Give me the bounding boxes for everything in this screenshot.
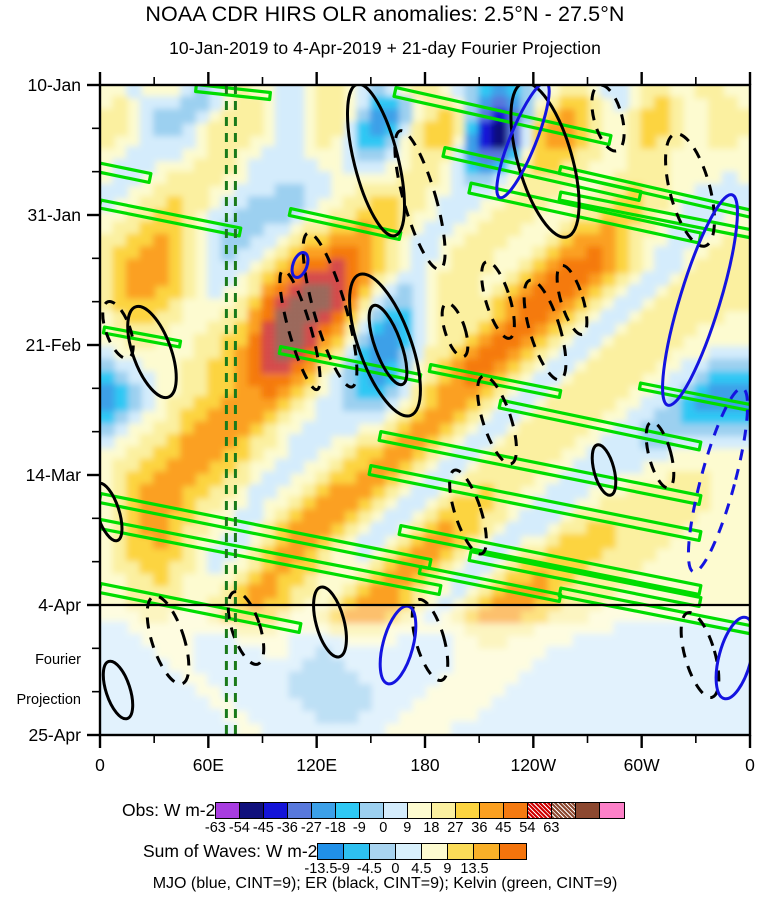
- colorbar-segment: [432, 803, 457, 818]
- colorbar-obs: Obs: W m-2: [122, 800, 626, 821]
- colorbar-obs-bar: [215, 802, 626, 819]
- colorbar-tick-label: 0: [391, 861, 400, 877]
- colorbar-segment: [408, 803, 433, 818]
- colorbar-segment: [384, 803, 409, 818]
- fourier-projection-label: Projection: [17, 692, 81, 708]
- colorbar-tick-label: -36: [276, 820, 298, 836]
- colorbar-segment: [370, 844, 397, 859]
- colorbar-segment: [264, 803, 289, 818]
- y-axis-tick-label: 4-Apr: [38, 595, 81, 615]
- olr-shading-layer: [100, 85, 750, 735]
- colorbar-segment: [360, 803, 385, 818]
- colorbar-segment: [456, 803, 481, 818]
- x-axis-tick-label: 120E: [296, 755, 337, 775]
- colorbar-tick-label: -63: [204, 820, 226, 836]
- colorbar-obs-label: Obs: W m-2: [122, 800, 216, 820]
- x-axis-tick-label: 60W: [624, 755, 660, 775]
- reference-lines: [100, 85, 750, 735]
- wave-legend-note: MJO (blue, CINT=9); ER (black, CINT=9); …: [152, 875, 618, 892]
- y-axis-tick-label: 31-Jan: [27, 205, 81, 225]
- page-subtitle: 10-Jan-2019 to 4-Apr-2019 + 21-day Fouri…: [169, 38, 601, 58]
- colorbar-segment: [528, 803, 553, 818]
- colorbar-segment: [600, 803, 625, 818]
- colorbar-tick-label: -9: [336, 861, 350, 877]
- colorbar-segment: [576, 803, 601, 818]
- x-axis-tick-label: 60E: [193, 755, 224, 775]
- y-axis-tick-label: 14-Mar: [26, 465, 82, 485]
- colorbar-waves-ticks: -13.5 -9 -4.5 0 4.5 9 13.5: [304, 861, 489, 877]
- colorbar-tick-label: 27: [447, 820, 464, 836]
- colorbar-tick-label: 36: [471, 820, 488, 836]
- colorbar-tick-label: 13.5: [460, 861, 489, 877]
- x-axis-tick-label: 120W: [510, 755, 556, 775]
- colorbar-tick-label: 45: [495, 820, 512, 836]
- er-wave-contours: [100, 85, 721, 721]
- colorbar-segment: [336, 803, 361, 818]
- colorbar-segment: [344, 844, 371, 859]
- colorbar-tick-label: 18: [423, 820, 440, 836]
- colorbar-tick-label: 0: [379, 820, 388, 836]
- y-axis-tick-label: 25-Apr: [28, 725, 81, 745]
- colorbar-segment: [480, 803, 505, 818]
- colorbar-tick-label: -45: [252, 820, 274, 836]
- colorbar-waves-label: Sum of Waves: W m-2: [143, 841, 318, 861]
- colorbar-segment: [396, 844, 423, 859]
- colorbar-tick-label: -4.5: [356, 861, 382, 877]
- colorbar-tick-label: -18: [324, 820, 346, 836]
- colorbar-segment: [474, 844, 501, 859]
- colorbar-segment: [288, 803, 313, 818]
- colorbar-segment: [500, 844, 527, 859]
- mjo-wave-contours: [290, 85, 750, 701]
- colorbar-segment: [318, 844, 345, 859]
- colorbar-tick-label: -54: [228, 820, 250, 836]
- colorbar-waves-bar: [317, 843, 528, 860]
- fourier-projection-label: Fourier: [35, 652, 81, 668]
- colorbar-tick-label: 4.5: [411, 861, 432, 877]
- x-axis-tick-label: 0: [95, 755, 105, 775]
- page-title: NOAA CDR HIRS OLR anomalies: 2.5°N - 27.…: [145, 2, 625, 26]
- colorbar-waves: Sum of Waves: W m-2: [143, 841, 528, 862]
- colorbar-obs-ticks: -63 -54 -45 -36 -27 -18 -9 0 9 18 27 36 45 54 63: [203, 820, 563, 836]
- colorbar-segment: [240, 803, 265, 818]
- plot-axes: 10-Jan 31-Jan 21-Feb 14-Mar 4-Apr 25-Apr Fouri…: [17, 72, 755, 775]
- colorbar-tick-label: 9: [443, 861, 452, 877]
- y-axis-tick-label: 21-Feb: [26, 335, 81, 355]
- y-axis-tick-label: 10-Jan: [27, 75, 81, 95]
- x-axis-tick-label: 0: [745, 755, 755, 775]
- colorbar-segment: [216, 803, 241, 818]
- colorbar-tick-label: 9: [403, 820, 412, 836]
- colorbar-tick-label: 63: [543, 820, 560, 836]
- colorbar-segment: [552, 803, 577, 818]
- colorbar-segment: [422, 844, 449, 859]
- x-axis-tick-label: 180: [410, 755, 439, 775]
- colorbar-segment: [312, 803, 337, 818]
- colorbar-tick-label: -9: [352, 820, 366, 836]
- colorbar-tick-label: -13.5: [304, 861, 338, 877]
- colorbar-segment: [504, 803, 529, 818]
- colorbar-tick-label: 54: [519, 820, 536, 836]
- colorbar-tick-label: -27: [300, 820, 322, 836]
- colorbar-segment: [448, 844, 475, 859]
